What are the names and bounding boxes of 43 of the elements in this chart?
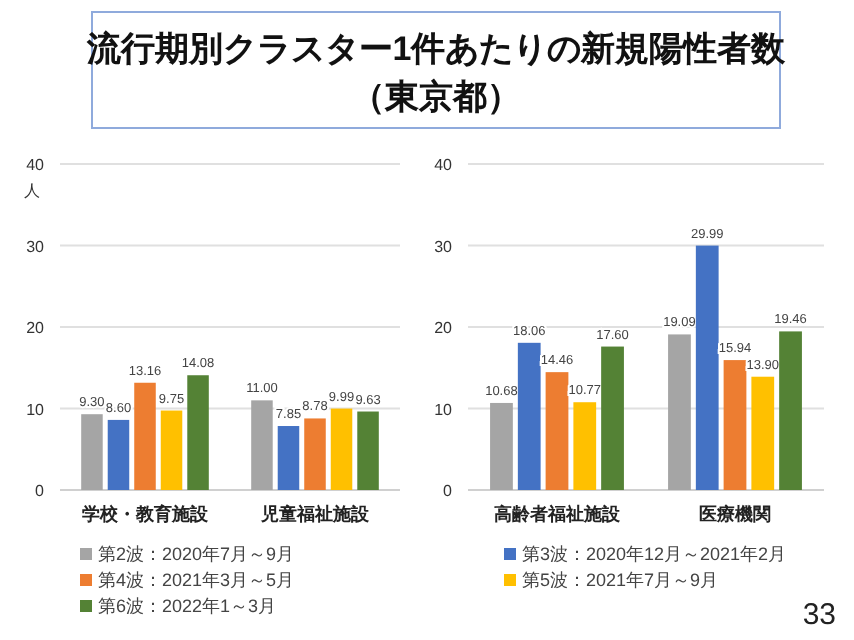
bar (160, 410, 183, 490)
bar (277, 426, 300, 490)
y-tick-label: 40 (26, 156, 46, 174)
chart-subtitle: （東京都） (351, 78, 521, 116)
bar (490, 402, 513, 490)
chart-title: 流行期別クラスター1件あたりの新規陽性者数 (84, 30, 788, 68)
legend-label: 第2波：2020年7月～9月 (98, 544, 295, 564)
x-tick-label: 児童福祉施設 (259, 504, 371, 524)
bar (723, 360, 747, 490)
bar (107, 419, 130, 490)
bar (81, 414, 103, 490)
bar (545, 372, 569, 490)
legend-label: 第5波：2021年7月～9月 (522, 570, 719, 590)
legend-label: 第4波：2021年3月～5月 (98, 570, 295, 590)
y-tick-label: 20 (26, 319, 46, 337)
y-tick-label: 0 (35, 482, 46, 500)
y-tick-label: 20 (434, 319, 454, 337)
bar (134, 382, 156, 490)
legend-label: 第3波：2020年12月～2021年2月 (522, 544, 787, 564)
bar (187, 375, 209, 490)
x-tick-label: 高齢者福祉施設 (494, 504, 622, 524)
bar (573, 402, 597, 490)
y-tick-label: 30 (434, 237, 454, 256)
text: 33 (802, 598, 836, 632)
bar (695, 245, 719, 490)
bar (601, 346, 624, 490)
x-tick-label: 学校・教育施設 (82, 502, 210, 524)
y-tick-label: 30 (26, 237, 46, 256)
bar (668, 334, 691, 490)
y-tick-label: 0 (443, 482, 454, 500)
bar (517, 342, 541, 490)
bar (779, 331, 802, 490)
x-tick-label: 医療機関 (699, 504, 771, 524)
bar (357, 411, 379, 490)
y-tick-label: 40 (434, 156, 454, 174)
bar (251, 400, 273, 490)
y-tick-label: 10 (26, 400, 46, 419)
y-tick-label: 10 (434, 400, 454, 419)
legend-label: 第6波：2022年1～3月 (98, 596, 277, 616)
bar (751, 376, 775, 490)
y-axis-title: 人 (24, 182, 40, 200)
bar (304, 418, 326, 490)
bar (330, 408, 353, 490)
